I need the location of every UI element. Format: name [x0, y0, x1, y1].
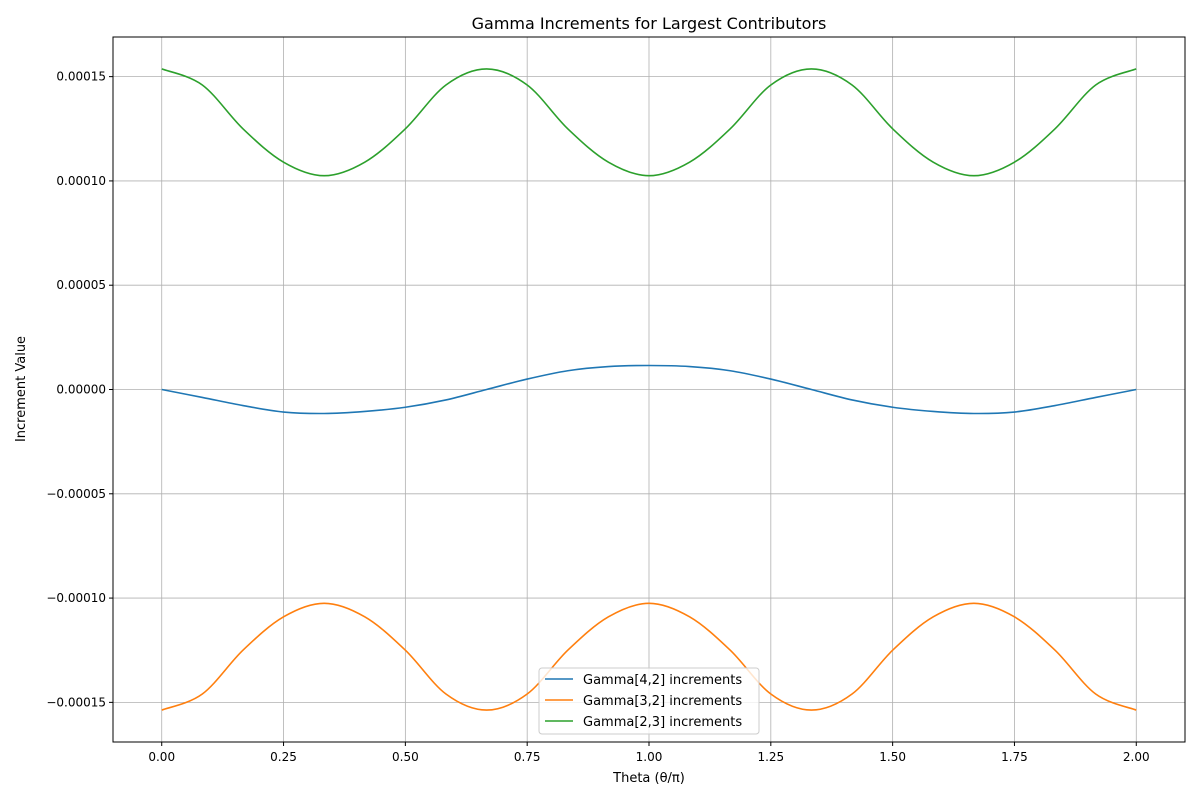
- x-axis-label: Theta (θ/π): [612, 771, 685, 786]
- y-tick-label: −0.00015: [46, 695, 106, 709]
- y-tick-label: −0.00010: [46, 591, 106, 605]
- legend-label-3: Gamma[2,3] increments: [583, 715, 742, 730]
- y-tick-label: 0.00010: [56, 174, 106, 188]
- x-tick-label: 2.00: [1123, 750, 1150, 764]
- x-tick-label: 0.25: [270, 750, 297, 764]
- series-lines: [161, 68, 1137, 711]
- legend: Gamma[4,2] increments Gamma[3,2] incremen…: [538, 667, 760, 735]
- x-tick-label: 1.25: [757, 750, 784, 764]
- y-axis-label: Increment Value: [14, 336, 29, 442]
- x-tick-label: 1.00: [636, 750, 663, 764]
- axis-ticks: 0.00 0.25 0.50 0.75 1.00 1.25 1.50 1.75 2.00 −0.0…: [46, 70, 1149, 764]
- series-line-2: [161, 602, 1137, 711]
- y-tick-label: 0.00005: [56, 278, 106, 292]
- y-tick-label: 0.00015: [56, 70, 106, 84]
- y-tick-label: −0.00005: [46, 487, 106, 501]
- legend-label-2: Gamma[3,2] increments: [583, 694, 742, 709]
- series-line-1: [161, 364, 1137, 415]
- legend-label-1: Gamma[4,2] increments: [583, 673, 742, 688]
- x-tick-label: 0.00: [148, 750, 175, 764]
- x-tick-label: 1.75: [1001, 750, 1028, 764]
- x-tick-label: 0.75: [514, 750, 541, 764]
- series-line-3: [161, 68, 1137, 177]
- x-tick-label: 0.50: [392, 750, 419, 764]
- chart-title: Gamma Increments for Largest Contributor…: [472, 14, 827, 33]
- y-tick-label: 0.00000: [56, 383, 106, 397]
- x-tick-label: 1.50: [879, 750, 906, 764]
- legend-box: [538, 667, 760, 735]
